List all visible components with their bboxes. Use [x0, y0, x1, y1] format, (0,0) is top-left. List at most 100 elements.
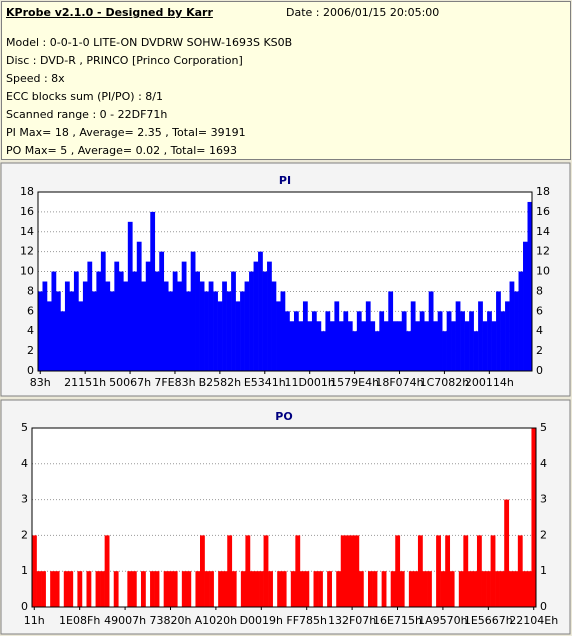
bar [222, 571, 228, 607]
bar [356, 311, 362, 371]
bar [522, 571, 528, 607]
info-line: Disc : DVD-R , PRINCO [Princo Corporatio… [6, 54, 243, 67]
bar [320, 331, 326, 371]
info-panel: KProbe v2.1.0 - Designed by Karr Date : … [1, 1, 571, 160]
bar [514, 291, 519, 371]
bar [455, 301, 461, 371]
bar [496, 291, 501, 371]
y2-tick-label: 8 [536, 284, 543, 297]
bar [154, 571, 160, 607]
bar [172, 271, 178, 371]
bar [495, 571, 500, 607]
bar [406, 331, 412, 371]
bar [285, 311, 290, 371]
scan-date: Date : 2006/01/15 20:05:00 [286, 6, 440, 19]
bar [277, 571, 283, 607]
bar [131, 571, 137, 607]
y-tick-label: 2 [21, 528, 28, 541]
bar [390, 571, 396, 607]
bar [209, 571, 214, 607]
bar [163, 281, 169, 371]
bar [96, 271, 102, 371]
bar [422, 571, 428, 607]
bar [190, 251, 196, 371]
y-tick-label: 0 [21, 600, 28, 613]
bar [82, 281, 88, 371]
y2-tick-label: 6 [536, 304, 543, 317]
info-line: PI Max= 18 , Average= 2.35 , Total= 3919… [6, 126, 246, 139]
bar [200, 535, 205, 607]
bar [295, 535, 301, 607]
y-tick-label: 0 [27, 364, 34, 377]
x-tick-label: 22104Eh [509, 614, 558, 627]
bar [379, 311, 385, 371]
bar [42, 281, 48, 371]
bar [222, 281, 227, 371]
bar [509, 281, 515, 371]
bar [374, 331, 380, 371]
bar [467, 571, 473, 607]
bar [259, 571, 264, 607]
bar [469, 311, 474, 371]
x-tick-label: 1A9570h [418, 614, 468, 627]
bar [336, 571, 342, 607]
bar [446, 311, 452, 371]
bar [368, 571, 373, 607]
bar [313, 571, 319, 607]
bar [340, 535, 346, 607]
bar [299, 571, 305, 607]
bar [77, 571, 83, 607]
bar [523, 241, 528, 371]
bar [329, 321, 335, 371]
bar [140, 571, 146, 607]
bar [458, 571, 464, 607]
bar [481, 571, 487, 607]
bar [325, 311, 331, 371]
x-tick-label: 7FE83h [154, 376, 195, 389]
x-tick-label: 83h [30, 376, 51, 389]
bar [526, 571, 532, 607]
y-tick-label: 16 [20, 205, 34, 218]
bar [505, 301, 510, 371]
bar [349, 535, 355, 607]
bar [267, 261, 272, 371]
bar [141, 281, 147, 371]
y2-tick-label: 1 [540, 564, 547, 577]
bar [361, 321, 367, 371]
bar [276, 301, 281, 371]
bar [235, 301, 241, 371]
y2-tick-label: 3 [540, 493, 547, 506]
bar [449, 571, 455, 607]
bar [154, 271, 160, 371]
x-tick-label: B2582h [199, 376, 242, 389]
bar [73, 271, 79, 371]
bar [424, 321, 430, 371]
y2-tick-label: 4 [540, 457, 547, 470]
x-tick-label: A1020h [195, 614, 238, 627]
bar [347, 321, 353, 371]
x-tick-label: 73820h [150, 614, 192, 627]
bar [318, 571, 323, 607]
x-tick-label: 16E715h [373, 614, 422, 627]
bar [401, 311, 407, 371]
y2-tick-label: 5 [540, 421, 547, 434]
bar [427, 571, 432, 607]
x-tick-label: 1C7082h [420, 376, 470, 389]
bar [281, 571, 287, 607]
bar [437, 311, 443, 371]
bar [195, 571, 201, 607]
bar [504, 499, 510, 607]
bar [327, 571, 332, 607]
bar [114, 261, 120, 371]
bar [490, 535, 496, 607]
bar [150, 571, 155, 607]
bar [372, 571, 378, 607]
bar [50, 571, 56, 607]
bar [280, 291, 286, 371]
info-line: PO Max= 5 , Average= 0.02 , Total= 1693 [6, 144, 237, 157]
bar [95, 571, 101, 607]
bar [36, 571, 42, 607]
bar [517, 535, 523, 607]
y-tick-label: 4 [27, 324, 34, 337]
